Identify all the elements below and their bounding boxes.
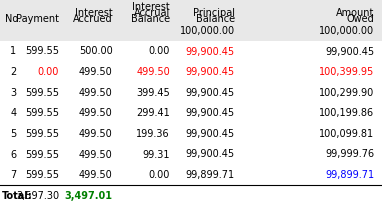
Text: 3: 3 [10, 88, 16, 98]
Text: 199.36: 199.36 [136, 129, 170, 139]
Text: 499.50: 499.50 [79, 67, 113, 77]
Text: 2: 2 [10, 67, 16, 77]
Text: 0.00: 0.00 [149, 47, 170, 56]
Text: Accrued: Accrued [73, 14, 113, 24]
Text: 99,900.45: 99,900.45 [186, 129, 235, 139]
Text: 499.50: 499.50 [79, 170, 113, 180]
Text: Interest: Interest [75, 8, 113, 18]
Text: 5: 5 [10, 129, 16, 139]
Text: 0.00: 0.00 [38, 67, 59, 77]
Text: 100,000.00: 100,000.00 [319, 26, 374, 36]
Text: Principal: Principal [193, 8, 235, 18]
Text: Interest: Interest [132, 2, 170, 12]
Text: 3,597.30: 3,597.30 [16, 191, 59, 201]
Bar [0, 0, 382, 21]
Text: 100,000.00: 100,000.00 [180, 26, 235, 36]
Text: 299.41: 299.41 [136, 108, 170, 118]
Text: Total:: Total: [2, 191, 32, 201]
Text: Balance: Balance [131, 14, 170, 24]
Bar [0, 21, 382, 41]
Text: 1: 1 [10, 47, 16, 56]
Text: 599.55: 599.55 [25, 170, 59, 180]
Text: 499.50: 499.50 [136, 67, 170, 77]
Text: No.: No. [5, 14, 21, 24]
Text: 99,900.45: 99,900.45 [186, 88, 235, 98]
Text: 0.00: 0.00 [149, 170, 170, 180]
Text: 99.31: 99.31 [142, 150, 170, 159]
Text: 4: 4 [10, 108, 16, 118]
Text: 99,900.45: 99,900.45 [186, 47, 235, 56]
Text: 99,900.45: 99,900.45 [186, 108, 235, 118]
Text: 100,399.95: 100,399.95 [319, 67, 374, 77]
Text: 499.50: 499.50 [79, 88, 113, 98]
Text: 499.50: 499.50 [79, 150, 113, 159]
Text: 99,900.45: 99,900.45 [325, 47, 374, 56]
Text: 599.55: 599.55 [25, 129, 59, 139]
Text: Payment: Payment [16, 14, 59, 24]
Text: Owed: Owed [346, 14, 374, 24]
Text: 99,899.71: 99,899.71 [325, 170, 374, 180]
Text: 99,999.76: 99,999.76 [325, 150, 374, 159]
Text: Amount: Amount [336, 8, 374, 18]
Text: 99,899.71: 99,899.71 [186, 170, 235, 180]
Text: 100,199.86: 100,199.86 [319, 108, 374, 118]
Text: Accrual: Accrual [134, 8, 170, 18]
Text: 599.55: 599.55 [25, 150, 59, 159]
Text: 499.50: 499.50 [79, 129, 113, 139]
Text: 599.55: 599.55 [25, 108, 59, 118]
Text: 500.00: 500.00 [79, 47, 113, 56]
Text: 3,497.01: 3,497.01 [65, 191, 113, 201]
Text: 7: 7 [10, 170, 16, 180]
Text: 6: 6 [10, 150, 16, 159]
Text: Balance: Balance [196, 14, 235, 24]
Text: 99,900.45: 99,900.45 [186, 67, 235, 77]
Text: 599.55: 599.55 [25, 88, 59, 98]
Text: 499.50: 499.50 [79, 108, 113, 118]
Text: 399.45: 399.45 [136, 88, 170, 98]
Text: 99,900.45: 99,900.45 [186, 150, 235, 159]
Text: 599.55: 599.55 [25, 47, 59, 56]
Text: 100,099.81: 100,099.81 [319, 129, 374, 139]
Text: 100,299.90: 100,299.90 [319, 88, 374, 98]
